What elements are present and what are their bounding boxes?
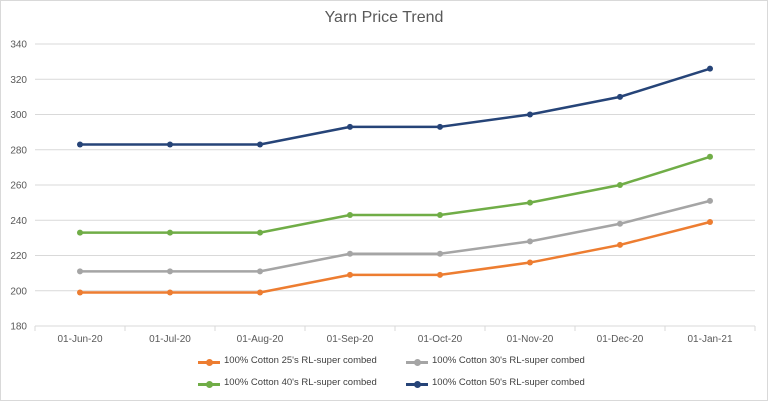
series-line: [78, 220, 712, 294]
y-tick-label: 320: [10, 75, 27, 86]
data-point: [527, 259, 533, 266]
y-tick-label: 260: [10, 181, 27, 192]
x-axis: 01-Jun-20 01-Jul-20 01-Aug-20 01-Sep-20 01-O…: [34, 326, 756, 345]
data-point: [527, 238, 533, 245]
data-point: [347, 271, 353, 278]
legend-label: 100% Cotton 30's RL-super combed: [432, 355, 585, 366]
legend-label: 100% Cotton 50's RL-super combed: [432, 377, 585, 388]
data-point: [167, 141, 173, 148]
series-line: [78, 67, 712, 146]
legend-label: 100% Cotton 40's RL-super combed: [224, 377, 377, 388]
y-axis: 180 200 220 240 260 280 300 320 340: [10, 40, 27, 333]
data-point: [77, 268, 83, 275]
data-point: [167, 229, 173, 236]
series-layer: [77, 65, 713, 296]
data-point: [257, 289, 263, 296]
y-tick-label: 200: [10, 286, 27, 297]
data-point: [617, 241, 623, 248]
data-point: [707, 197, 713, 204]
series-line: [78, 199, 712, 273]
legend-label: 100% Cotton 25's RL-super combed: [224, 355, 377, 366]
y-tick-label: 220: [10, 251, 27, 262]
chart-title: Yarn Price Trend: [324, 9, 444, 26]
data-point: [527, 199, 533, 206]
y-tick-label: 340: [10, 40, 27, 51]
data-point: [77, 141, 83, 148]
y-tick-label: 180: [10, 322, 27, 333]
data-point: [437, 271, 443, 278]
series-group: [77, 65, 713, 148]
x-tick-label: 01-Jul-20: [149, 334, 191, 345]
data-point: [707, 65, 713, 72]
data-point: [77, 289, 83, 296]
data-point: [347, 250, 353, 257]
data-point: [617, 220, 623, 227]
x-tick-label: 01-Jan-21: [687, 334, 732, 345]
data-point: [167, 289, 173, 296]
data-point: [707, 153, 713, 160]
y-tick-label: 300: [10, 110, 27, 121]
x-tick-label: 01-Aug-20: [237, 334, 284, 345]
y-tick-label: 280: [10, 145, 27, 156]
data-point: [257, 268, 263, 275]
data-point: [257, 229, 263, 236]
data-point: [437, 250, 443, 257]
data-point: [617, 182, 623, 188]
data-point: [257, 141, 263, 148]
series-group: [77, 197, 713, 275]
data-point: [77, 229, 83, 236]
data-point: [437, 211, 443, 218]
data-point: [617, 93, 623, 100]
legend-marker: [414, 359, 421, 366]
gridlines: [35, 43, 755, 327]
x-tick-label: 01-Nov-20: [507, 334, 554, 345]
series-line: [78, 155, 712, 234]
x-tick-label: 01-Jun-20: [57, 334, 102, 345]
legend-marker: [206, 381, 213, 388]
data-point: [347, 123, 353, 130]
x-tick-label: 01-Dec-20: [597, 334, 644, 345]
legend-marker: [206, 359, 213, 366]
data-point: [167, 268, 173, 275]
data-point: [437, 123, 443, 130]
data-point: [527, 111, 533, 118]
data-point: [347, 211, 353, 218]
y-tick-label: 240: [10, 216, 27, 227]
legend-marker: [414, 381, 421, 388]
x-tick-label: 01-Oct-20: [418, 334, 463, 345]
series-group: [77, 219, 713, 296]
series-group: [77, 153, 713, 236]
x-tick-label: 01-Sep-20: [327, 334, 374, 345]
data-point: [707, 219, 713, 226]
